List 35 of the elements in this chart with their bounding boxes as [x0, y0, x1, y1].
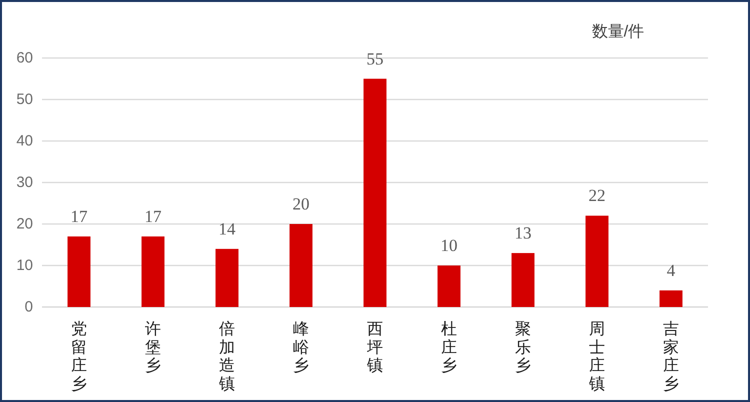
bar — [660, 290, 682, 307]
data-label: 17 — [144, 206, 162, 226]
y-tick-label: 20 — [16, 216, 33, 232]
bar — [512, 253, 534, 307]
data-label: 10 — [440, 236, 458, 255]
y-tick-label: 10 — [16, 257, 33, 274]
bar — [438, 266, 460, 307]
data-label: 4 — [666, 260, 676, 280]
x-tick-label: 杜庄乡 — [441, 320, 457, 375]
x-tick-label: 聚乐乡 — [515, 321, 531, 375]
data-label: 14 — [218, 219, 236, 238]
bar — [142, 236, 164, 307]
x-tick-label: 党留庄乡 — [71, 320, 87, 393]
y-tick-label: 60 — [16, 50, 33, 66]
data-label: 20 — [292, 194, 310, 214]
x-tick-label: 周士庄镇 — [588, 321, 605, 393]
data-label: 22 — [588, 186, 606, 206]
y-tick-label: 0 — [24, 298, 33, 316]
bar — [290, 224, 312, 307]
x-tick-label: 倍加造镇 — [218, 320, 235, 393]
x-tick-label: 峰峪乡 — [293, 321, 309, 375]
data-label: 13 — [514, 224, 532, 243]
data-label: 17 — [70, 206, 88, 226]
y-tick-label: 30 — [16, 174, 33, 191]
bar — [68, 236, 90, 307]
x-tick-label: 许堡乡 — [145, 320, 161, 375]
y-tick-label: 50 — [16, 91, 33, 108]
x-tick-label: 吉家庄乡 — [663, 320, 679, 393]
x-tick-label: 西坪镇 — [366, 321, 383, 375]
bar — [364, 78, 386, 307]
y-tick-label: 40 — [16, 132, 33, 150]
y-axis-title: 数量/件 — [592, 24, 644, 40]
bar — [216, 248, 238, 307]
bar — [586, 216, 608, 307]
data-label: 55 — [366, 49, 384, 68]
